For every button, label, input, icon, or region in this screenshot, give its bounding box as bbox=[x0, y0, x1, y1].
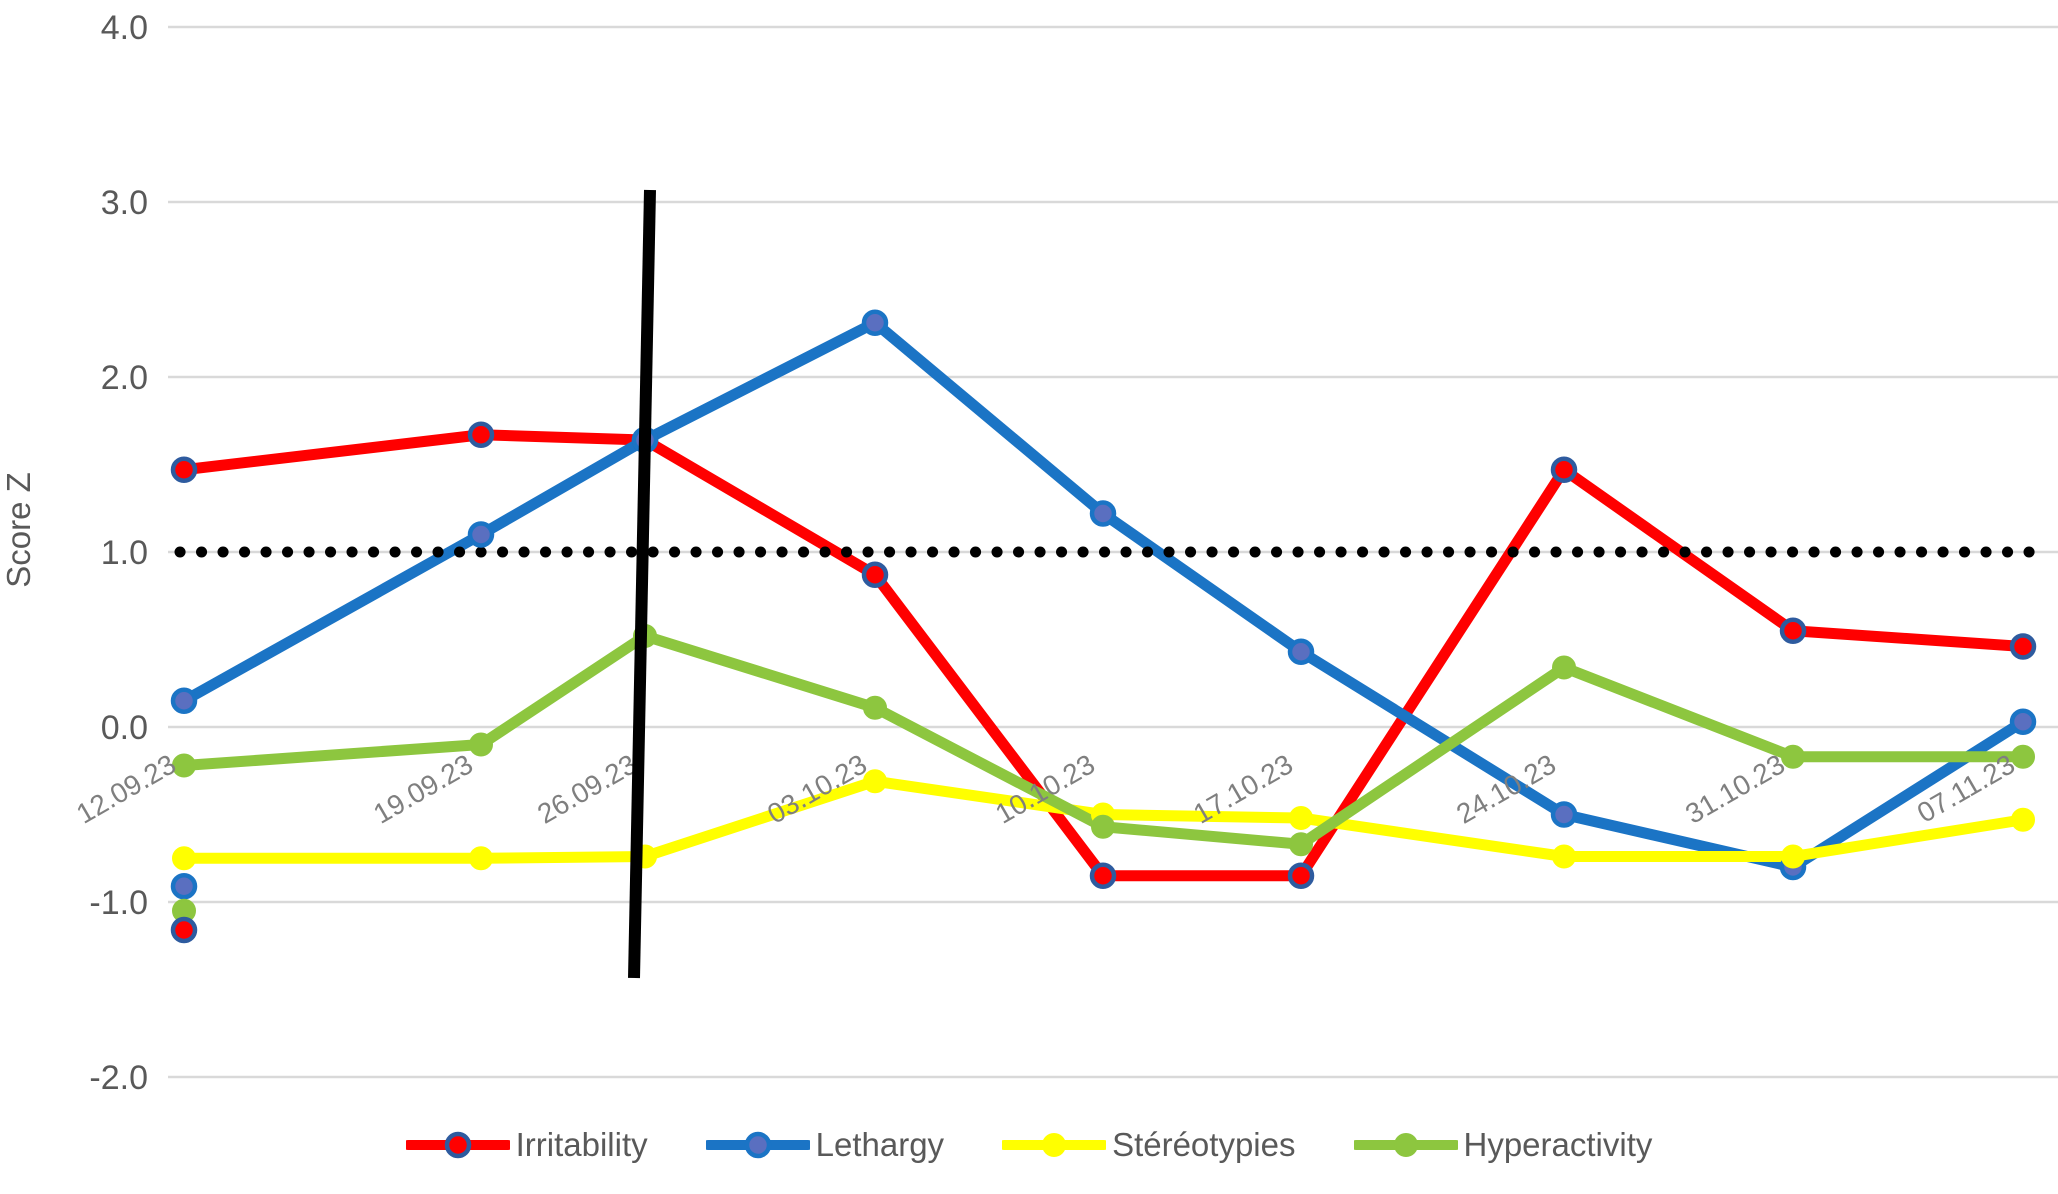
y-tick-label: 0.0 bbox=[101, 709, 148, 747]
y-axis-title: Score Z bbox=[0, 472, 37, 588]
data-point-hyperactivity bbox=[172, 753, 196, 778]
hyperactivity-swatch-icon bbox=[1353, 1132, 1458, 1157]
data-point-irritability bbox=[1779, 617, 1807, 644]
legend-label: Irritability bbox=[515, 1126, 648, 1163]
data-point-stéréotypies bbox=[469, 846, 493, 871]
y-tick-label: 2.0 bbox=[101, 359, 148, 397]
y-tick-label: -1.0 bbox=[89, 884, 148, 922]
legend-item-irritability: Irritability bbox=[405, 1126, 648, 1163]
data-point-lethargy bbox=[1089, 500, 1117, 527]
data-point-irritability bbox=[1089, 862, 1117, 889]
legend-marker-icon bbox=[744, 1131, 771, 1158]
data-point-irritability bbox=[467, 421, 495, 448]
y-tick-label: 1.0 bbox=[101, 534, 148, 572]
y-tick-label: 4.0 bbox=[101, 9, 148, 47]
data-point-hyperactivity bbox=[469, 732, 493, 757]
legend-item-stereotypies: Stéréotypies bbox=[1002, 1126, 1296, 1163]
data-point-lethargy bbox=[1550, 801, 1578, 828]
data-point-hyperactivity bbox=[1289, 832, 1313, 857]
legend-item-lethargy: Lethargy bbox=[705, 1126, 945, 1163]
stereotypies-swatch-icon bbox=[1002, 1132, 1107, 1157]
y-tick-label: 3.0 bbox=[101, 184, 148, 222]
data-point-hyperactivity bbox=[2011, 744, 2035, 769]
legend-label: Stéréotypies bbox=[1112, 1126, 1296, 1163]
data-point-irritability bbox=[1550, 456, 1578, 483]
x-tick-label: 31.10.23 bbox=[1680, 748, 1790, 829]
data-point-hyperactivity bbox=[1552, 655, 1576, 680]
data-point-stéréotypies bbox=[1552, 844, 1576, 869]
data-point-stéréotypies bbox=[1289, 806, 1313, 830]
data-point-hyperactivity bbox=[863, 695, 887, 720]
isolated-point-lethargy bbox=[170, 873, 198, 900]
data-point-lethargy bbox=[1287, 638, 1315, 665]
vertical-event-line bbox=[628, 189, 656, 979]
legend-marker-icon bbox=[1393, 1132, 1418, 1157]
data-point-lethargy bbox=[467, 521, 495, 548]
legend-item-hyperactivity: Hyperactivity bbox=[1353, 1126, 1653, 1163]
lethargy-swatch-icon bbox=[705, 1131, 810, 1158]
legend: Irritability Lethargy Stéréotypies Hyper… bbox=[0, 1128, 2058, 1161]
x-tick-label: 26.09.23 bbox=[532, 748, 642, 829]
legend-marker-icon bbox=[1042, 1132, 1067, 1157]
legend-marker-icon bbox=[444, 1131, 471, 1158]
irritability-swatch-icon bbox=[405, 1131, 510, 1158]
data-point-irritability bbox=[2009, 633, 2037, 660]
legend-label: Hyperactivity bbox=[1463, 1126, 1653, 1163]
data-point-lethargy bbox=[2009, 708, 2037, 735]
data-point-hyperactivity bbox=[1091, 814, 1115, 839]
legend-label: Lethargy bbox=[815, 1126, 945, 1163]
data-point-stéréotypies bbox=[1781, 844, 1805, 869]
x-tick-label: 19.09.23 bbox=[368, 748, 478, 829]
data-point-lethargy bbox=[861, 309, 889, 336]
data-point-lethargy bbox=[170, 687, 198, 714]
isolated-point-irritability bbox=[170, 916, 198, 944]
data-point-stéréotypies bbox=[863, 769, 887, 794]
x-tick-label: 12.09.23 bbox=[71, 748, 181, 829]
data-point-stéréotypies bbox=[172, 846, 196, 871]
data-point-irritability bbox=[1287, 862, 1315, 889]
data-point-irritability bbox=[170, 456, 198, 483]
data-point-stéréotypies bbox=[2011, 807, 2035, 832]
data-point-hyperactivity bbox=[1781, 744, 1805, 769]
data-point-irritability bbox=[861, 561, 889, 588]
y-tick-label: -2.0 bbox=[89, 1059, 148, 1097]
